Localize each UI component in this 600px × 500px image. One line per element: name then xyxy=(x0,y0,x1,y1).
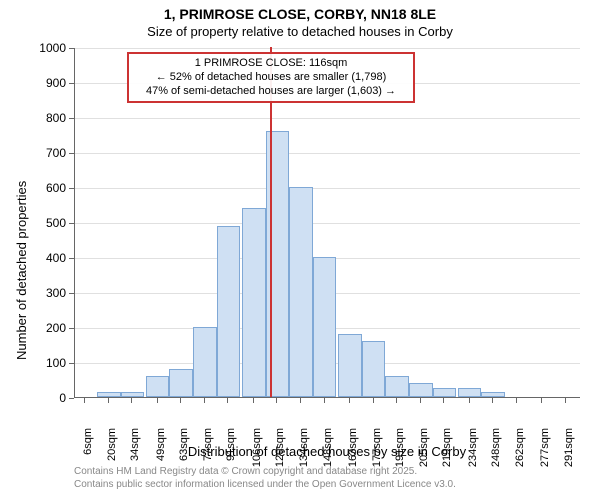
x-tick xyxy=(276,398,277,403)
x-tick-label: 77sqm xyxy=(202,428,214,472)
x-tick xyxy=(108,398,109,403)
chart-title: 1, PRIMROSE CLOSE, CORBY, NN18 8LE xyxy=(0,6,600,22)
gridline xyxy=(75,153,580,154)
histogram-bar xyxy=(217,226,241,398)
y-tick xyxy=(69,118,74,119)
x-tick xyxy=(373,398,374,403)
histogram-bar xyxy=(169,369,193,397)
x-tick xyxy=(396,398,397,403)
x-tick-label: 134sqm xyxy=(298,428,310,472)
gridline xyxy=(75,223,580,224)
annotation-line-3: 47% of semi-detached houses are larger (… xyxy=(135,85,407,99)
x-tick xyxy=(180,398,181,403)
gridline xyxy=(75,48,580,49)
footer-line-1: Contains HM Land Registry data © Crown c… xyxy=(74,465,417,478)
y-tick xyxy=(69,83,74,84)
histogram-bar xyxy=(242,208,266,397)
y-tick xyxy=(69,153,74,154)
gridline xyxy=(75,188,580,189)
plot-area: 1 PRIMROSE CLOSE: 116sqm← 52% of detache… xyxy=(74,48,580,398)
x-tick xyxy=(492,398,493,403)
histogram-bar xyxy=(385,376,409,397)
y-tick xyxy=(69,188,74,189)
footer-line-2: Contains public sector information licen… xyxy=(74,478,456,491)
x-tick-label: 49sqm xyxy=(155,428,167,472)
y-tick xyxy=(69,328,74,329)
y-tick xyxy=(69,258,74,259)
x-tick xyxy=(443,398,444,403)
histogram-bar xyxy=(97,392,121,397)
x-tick xyxy=(349,398,350,403)
x-tick xyxy=(300,398,301,403)
histogram-bar xyxy=(481,392,505,397)
x-tick xyxy=(565,398,566,403)
x-tick xyxy=(131,398,132,403)
x-tick xyxy=(516,398,517,403)
x-tick-label: 248sqm xyxy=(490,428,502,472)
y-tick-label: 300 xyxy=(0,286,66,300)
y-tick xyxy=(69,293,74,294)
x-tick xyxy=(84,398,85,403)
histogram-bar xyxy=(433,388,457,397)
x-tick-label: 91sqm xyxy=(225,428,237,472)
y-tick xyxy=(69,398,74,399)
y-tick-label: 400 xyxy=(0,251,66,265)
annotation-line-1: 1 PRIMROSE CLOSE: 116sqm xyxy=(135,57,407,71)
x-tick xyxy=(420,398,421,403)
annotation-box: 1 PRIMROSE CLOSE: 116sqm← 52% of detache… xyxy=(127,52,415,103)
x-tick-label: 6sqm xyxy=(82,428,94,472)
histogram-bar xyxy=(458,388,482,397)
annotation-line-2: ← 52% of detached houses are smaller (1,… xyxy=(135,71,407,85)
y-tick-label: 1000 xyxy=(0,41,66,55)
y-tick-label: 800 xyxy=(0,111,66,125)
histogram-bar xyxy=(313,257,337,397)
histogram-bar xyxy=(121,392,145,397)
x-tick-label: 277sqm xyxy=(539,428,551,472)
x-tick-label: 219sqm xyxy=(441,428,453,472)
y-tick-label: 100 xyxy=(0,356,66,370)
x-tick-label: 234sqm xyxy=(467,428,479,472)
x-tick xyxy=(541,398,542,403)
chart-container: { "chart": { "type": "histogram", "title… xyxy=(0,0,600,500)
x-tick-label: 148sqm xyxy=(322,428,334,472)
y-tick-label: 900 xyxy=(0,76,66,90)
x-tick-label: 34sqm xyxy=(129,428,141,472)
y-tick-label: 600 xyxy=(0,181,66,195)
x-tick-label: 205sqm xyxy=(418,428,430,472)
x-tick-label: 106sqm xyxy=(251,428,263,472)
x-tick-label: 163sqm xyxy=(347,428,359,472)
x-tick xyxy=(227,398,228,403)
x-tick-label: 63sqm xyxy=(178,428,190,472)
histogram-bar xyxy=(338,334,362,397)
y-tick xyxy=(69,48,74,49)
gridline xyxy=(75,118,580,119)
x-tick-label: 291sqm xyxy=(563,428,575,472)
y-tick-label: 700 xyxy=(0,146,66,160)
x-tick-label: 20sqm xyxy=(106,428,118,472)
x-tick-label: 191sqm xyxy=(394,428,406,472)
y-tick-label: 500 xyxy=(0,216,66,230)
x-tick xyxy=(253,398,254,403)
x-tick xyxy=(204,398,205,403)
histogram-bar xyxy=(193,327,217,397)
x-tick xyxy=(324,398,325,403)
histogram-bar xyxy=(362,341,386,397)
histogram-bar xyxy=(146,376,170,397)
histogram-bar xyxy=(289,187,313,397)
x-tick-label: 120sqm xyxy=(274,428,286,472)
x-tick xyxy=(157,398,158,403)
y-tick-label: 200 xyxy=(0,321,66,335)
y-tick xyxy=(69,223,74,224)
y-tick xyxy=(69,363,74,364)
x-tick-label: 177sqm xyxy=(371,428,383,472)
x-tick xyxy=(469,398,470,403)
histogram-bar xyxy=(409,383,433,397)
chart-subtitle: Size of property relative to detached ho… xyxy=(0,24,600,39)
y-tick-label: 0 xyxy=(0,391,66,405)
x-tick-label: 262sqm xyxy=(514,428,526,472)
